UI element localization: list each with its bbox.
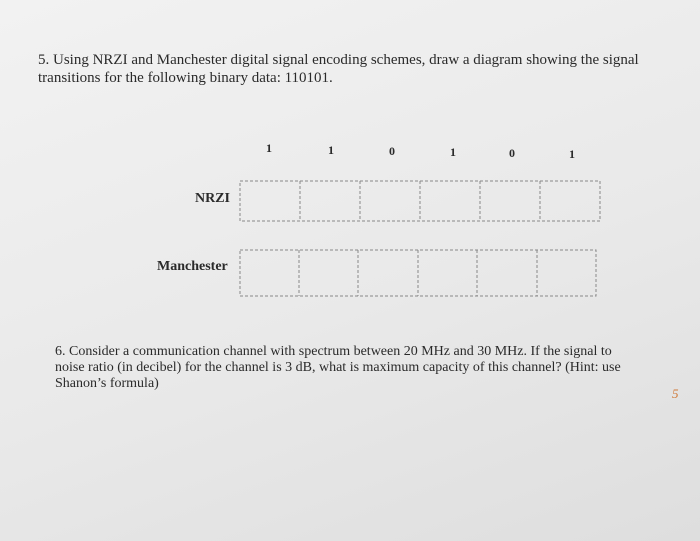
q6-line: Shanon’s formula) [55,376,159,391]
manchester-dividers [298,250,538,296]
nrzi-dividers [299,181,541,221]
page-number: 5 [672,386,679,401]
row-label: Manchester [157,259,228,274]
bit: 1 [266,141,272,155]
bit: 1 [569,147,575,161]
row-label: NRZI [195,191,231,206]
q6-line: noise ratio (in decibel) for the channel… [55,360,621,375]
q6-line: 6. Consider a communication channel with… [55,344,612,359]
bit: 0 [509,146,515,160]
q5-line: transitions for the following binary dat… [38,70,333,86]
bit: 1 [450,145,456,159]
q5-line: 5. Using NRZI and Manchester digital sig… [38,52,639,68]
bit: 0 [389,144,395,158]
bit: 1 [328,143,334,157]
